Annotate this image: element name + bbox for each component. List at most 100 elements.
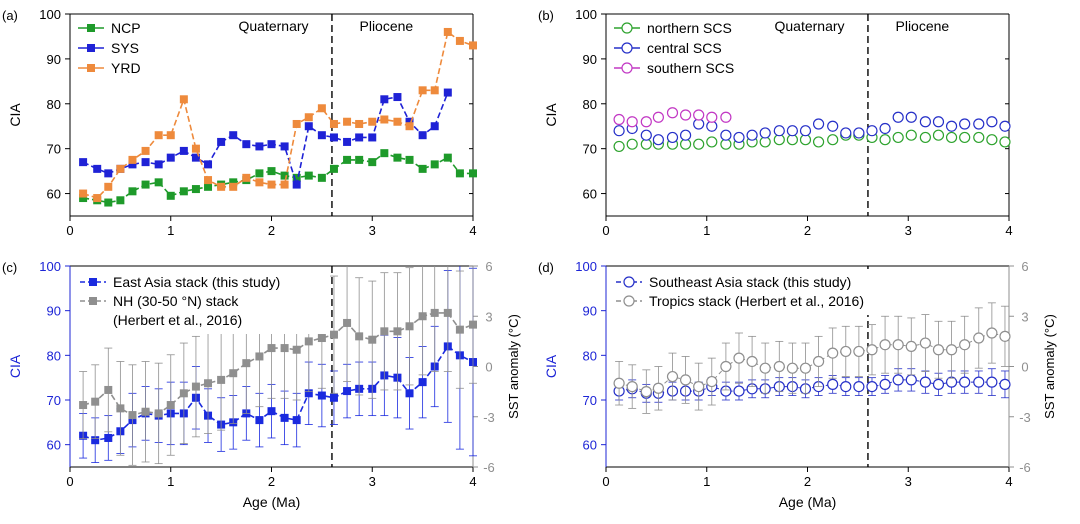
data-point	[317, 173, 326, 182]
y-axis-title: CIA	[7, 354, 23, 378]
data-point	[706, 111, 718, 123]
y2-tick-label: 3	[485, 309, 492, 324]
data-point	[104, 198, 113, 207]
data-point	[179, 389, 188, 398]
data-point	[840, 127, 852, 139]
legend-label: Tropics stack (Herbert et al., 2016)	[649, 293, 864, 309]
data-point	[93, 164, 102, 173]
data-point	[693, 109, 705, 121]
y-tick-label: 70	[47, 393, 61, 408]
data-point	[204, 160, 213, 169]
y-tick-label: 100	[575, 7, 597, 22]
series-tropics	[613, 302, 1011, 414]
data-point	[999, 136, 1011, 148]
data-point	[613, 125, 625, 137]
data-point	[693, 138, 705, 150]
panel-a: (a) 0 1 2 3 4 60 70 80 90 100 CIA Quaternary Pliocen…	[2, 7, 477, 238]
x-tick-label: 3	[905, 223, 912, 238]
x-axis-title: Age (Ma)	[243, 494, 301, 510]
data-point	[368, 335, 377, 344]
y-tick-label: 100	[39, 7, 61, 22]
panel-label-b: (b)	[538, 8, 554, 23]
data-point	[317, 334, 326, 343]
data-point	[905, 129, 917, 141]
data-point	[405, 122, 414, 131]
panel-d: (d) 0 1 2 3 4 60 70 80 90 100 CIA -6 -3 0 3 6 SST anomal…	[538, 259, 1057, 510]
legend-background	[610, 269, 920, 315]
data-point	[879, 378, 891, 390]
data-point	[652, 111, 664, 123]
series-line	[82, 152, 473, 204]
data-point	[613, 140, 625, 153]
x-tick-label: 0	[66, 223, 73, 238]
data-point	[455, 325, 464, 334]
data-point	[973, 376, 985, 388]
y2-tick-label: -6	[1019, 460, 1031, 475]
panel-label-a: (a)	[2, 8, 18, 23]
data-point	[355, 332, 364, 341]
data-point	[329, 330, 338, 339]
y-tick-label: 100	[39, 259, 61, 274]
data-point	[393, 327, 402, 336]
data-point	[679, 374, 692, 386]
data-point	[405, 117, 414, 126]
data-point	[255, 142, 264, 151]
legend: East Asia stack (this study) NH (30-50 °N…	[74, 269, 330, 334]
data-point	[892, 374, 904, 386]
legend-label: NCP	[111, 20, 141, 36]
data-point	[329, 164, 338, 173]
data-point	[368, 133, 377, 142]
data-point	[204, 176, 213, 185]
data-point	[166, 131, 175, 140]
data-point	[892, 339, 904, 351]
data-point	[91, 397, 100, 406]
series-ncp	[79, 149, 477, 207]
y-tick-label: 80	[583, 97, 597, 112]
data-point	[827, 378, 839, 390]
data-point	[652, 134, 664, 146]
panel-b: (b) 0 1 2 3 4 60 70 80 90 100 CIA Quaternary Pliocen…	[538, 7, 1013, 238]
y-tick-label: 80	[583, 348, 597, 363]
data-point	[229, 369, 238, 378]
data-point	[827, 347, 839, 359]
x-tick-label: 2	[804, 474, 811, 489]
data-point	[720, 129, 732, 141]
legend-marker	[89, 278, 97, 286]
data-point	[853, 345, 865, 358]
period-label-pliocene: Pliocene	[896, 18, 950, 34]
data-point	[380, 115, 389, 124]
data-point	[853, 381, 865, 393]
data-point	[945, 376, 958, 388]
data-point	[430, 160, 439, 169]
data-point	[292, 416, 301, 425]
legend-marker	[87, 44, 95, 52]
data-point	[204, 182, 213, 191]
data-point	[393, 153, 402, 162]
data-point	[191, 144, 200, 153]
data-point	[255, 352, 264, 361]
data-point	[229, 182, 238, 191]
data-point	[179, 146, 188, 155]
data-point	[166, 401, 175, 410]
legend-marker	[621, 42, 633, 54]
data-point	[292, 173, 301, 182]
data-point	[141, 180, 150, 189]
data-point	[866, 381, 878, 393]
data-point	[141, 146, 150, 155]
data-point	[116, 196, 125, 205]
series-line	[82, 92, 449, 188]
data-point	[304, 389, 313, 398]
data-point	[280, 413, 289, 422]
data-point	[812, 355, 825, 368]
legend-marker	[87, 64, 95, 72]
y-axis-title: CIA	[543, 103, 559, 127]
data-point	[280, 171, 289, 180]
data-point	[343, 155, 352, 164]
data-point	[154, 160, 163, 169]
y-tick-label: 90	[47, 52, 61, 67]
data-point	[759, 127, 771, 139]
data-point	[626, 116, 638, 128]
x-tick-label: 1	[167, 223, 174, 238]
data-point	[191, 382, 200, 391]
x-tick-label: 1	[703, 474, 710, 489]
